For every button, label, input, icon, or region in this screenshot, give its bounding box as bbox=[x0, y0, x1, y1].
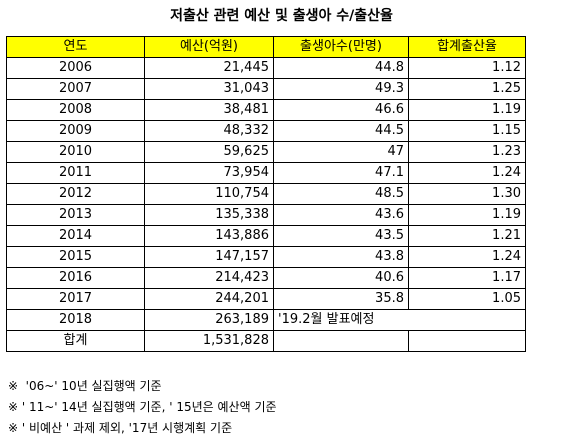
budget-cell: 110,754 bbox=[144, 183, 274, 205]
column-header-tfr: 합계출산율 bbox=[408, 36, 526, 58]
table-row: 2009 48,332 44.5 1.15 bbox=[6, 120, 526, 142]
year-cell: 2016 bbox=[6, 267, 145, 289]
table-row: 2011 73,954 47.1 1.24 bbox=[6, 162, 526, 184]
column-header-year: 연도 bbox=[6, 36, 145, 58]
tfr-cell: 1.23 bbox=[408, 141, 526, 163]
tfr-cell: 1.05 bbox=[408, 288, 526, 310]
year-cell: 2012 bbox=[6, 183, 145, 205]
tfr-cell: 1.17 bbox=[408, 267, 526, 289]
tfr-cell: 1.19 bbox=[408, 99, 526, 121]
births-cell: 49.3 bbox=[273, 78, 409, 100]
year-cell: 2018 bbox=[6, 309, 145, 331]
tfr-cell: 1.15 bbox=[408, 120, 526, 142]
table-row: 2010 59,625 47 1.23 bbox=[6, 141, 526, 163]
budget-cell: 143,886 bbox=[144, 225, 274, 247]
tfr-cell: 1.24 bbox=[408, 246, 526, 268]
table-row: 2015 147,157 43.8 1.24 bbox=[6, 246, 526, 268]
budget-cell: 214,423 bbox=[144, 267, 274, 289]
tfr-cell: 1.19 bbox=[408, 204, 526, 226]
budget-cell: 135,338 bbox=[144, 204, 274, 226]
budget-cell: 263,189 bbox=[144, 309, 274, 331]
budget-births-table: 연도 예산(억원) 출생아수(만명) 합계출산율 2006 21,445 44.… bbox=[6, 36, 526, 352]
footnotes: ※ '06~' 10년 실집행액 기준 ※ ' 11~' 14년 실집행액 기준… bbox=[8, 376, 277, 439]
births-cell: 47.1 bbox=[273, 162, 409, 184]
tfr-cell: 1.25 bbox=[408, 78, 526, 100]
births-cell: 44.5 bbox=[273, 120, 409, 142]
footnote: ※ ' 11~' 14년 실집행액 기준, ' 15년은 예산액 기준 bbox=[8, 400, 277, 414]
table-row: 2008 38,481 46.6 1.19 bbox=[6, 99, 526, 121]
tfr-cell: 1.30 bbox=[408, 183, 526, 205]
births-cell: 46.6 bbox=[273, 99, 409, 121]
empty-cell bbox=[273, 330, 409, 352]
year-cell: 2007 bbox=[6, 78, 145, 100]
year-cell: 2010 bbox=[6, 141, 145, 163]
births-cell: 35.8 bbox=[273, 288, 409, 310]
table-row: 2006 21,445 44.8 1.12 bbox=[6, 57, 526, 79]
table-row: 2012 110,754 48.5 1.30 bbox=[6, 183, 526, 205]
births-cell: 48.5 bbox=[273, 183, 409, 205]
births-cell: 43.6 bbox=[273, 204, 409, 226]
table-header-row: 연도 예산(억원) 출생아수(만명) 합계출산율 bbox=[6, 36, 526, 58]
tfr-cell: 1.24 bbox=[408, 162, 526, 184]
year-cell: 2015 bbox=[6, 246, 145, 268]
year-cell: 2008 bbox=[6, 99, 145, 121]
budget-cell: 31,043 bbox=[144, 78, 274, 100]
year-cell: 2017 bbox=[6, 288, 145, 310]
budget-cell: 73,954 bbox=[144, 162, 274, 184]
table-row-2018: 2018 263,189 '19.2월 발표예정 bbox=[6, 309, 526, 331]
footnote: ※ '06~' 10년 실집행액 기준 bbox=[8, 379, 162, 393]
year-cell: 2011 bbox=[6, 162, 145, 184]
table-row: 2014 143,886 43.5 1.21 bbox=[6, 225, 526, 247]
table-row: 2017 244,201 35.8 1.05 bbox=[6, 288, 526, 310]
table-row: 2016 214,423 40.6 1.17 bbox=[6, 267, 526, 289]
footnote: ※ ' 비예산 ' 과제 제외, '17년 시행계획 기준 bbox=[8, 421, 233, 435]
budget-cell: 59,625 bbox=[144, 141, 274, 163]
births-cell: 40.6 bbox=[273, 267, 409, 289]
births-cell: 43.8 bbox=[273, 246, 409, 268]
year-cell: 2006 bbox=[6, 57, 145, 79]
year-cell: 2009 bbox=[6, 120, 145, 142]
year-cell: 2014 bbox=[6, 225, 145, 247]
total-budget-cell: 1,531,828 bbox=[144, 330, 274, 352]
total-row: 합계 1,531,828 bbox=[6, 330, 526, 352]
column-header-budget: 예산(억원) bbox=[144, 36, 274, 58]
budget-cell: 147,157 bbox=[144, 246, 274, 268]
tfr-cell: 1.12 bbox=[408, 57, 526, 79]
budget-cell: 21,445 bbox=[144, 57, 274, 79]
tfr-cell: 1.21 bbox=[408, 225, 526, 247]
column-header-births: 출생아수(만명) bbox=[273, 36, 409, 58]
births-cell: 47 bbox=[273, 141, 409, 163]
empty-cell bbox=[408, 330, 526, 352]
announcement-note-cell: '19.2월 발표예정 bbox=[273, 309, 526, 331]
budget-cell: 48,332 bbox=[144, 120, 274, 142]
table-row: 2013 135,338 43.6 1.19 bbox=[6, 204, 526, 226]
budget-cell: 244,201 bbox=[144, 288, 274, 310]
births-cell: 44.8 bbox=[273, 57, 409, 79]
table-row: 2007 31,043 49.3 1.25 bbox=[6, 78, 526, 100]
year-cell: 2013 bbox=[6, 204, 145, 226]
total-label-cell: 합계 bbox=[6, 330, 145, 352]
births-cell: 43.5 bbox=[273, 225, 409, 247]
budget-cell: 38,481 bbox=[144, 99, 274, 121]
page-title: 저출산 관련 예산 및 출생아 수/출산율 bbox=[170, 8, 393, 24]
